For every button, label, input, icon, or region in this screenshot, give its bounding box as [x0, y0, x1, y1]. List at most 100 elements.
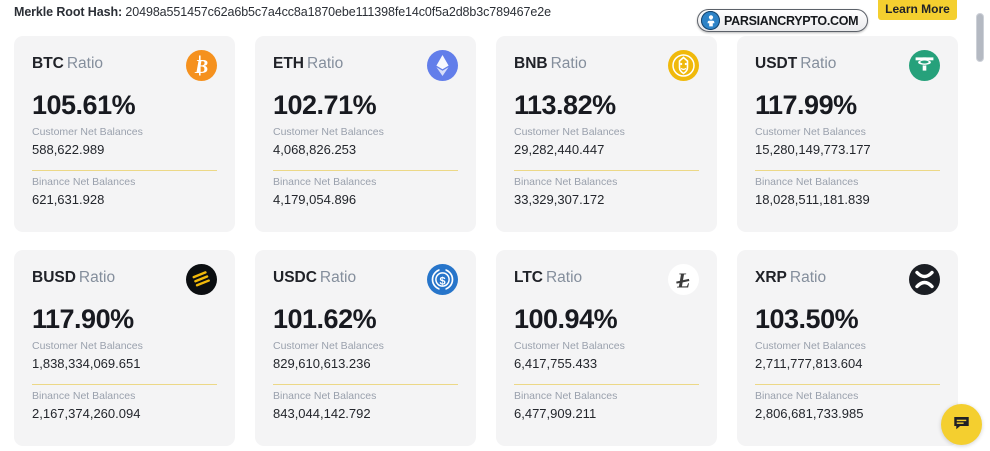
- reserve-ratio-card: BTC Ratio B 105.61% Customer Net Balances 588…: [14, 36, 235, 232]
- learn-more-button[interactable]: Learn More: [878, 0, 957, 20]
- customer-net-balances-value: 588,622.989: [32, 142, 105, 157]
- customer-net-balances-label: Customer Net Balances: [273, 126, 384, 138]
- reserve-ratio-card: BUSD Ratio 117.90% Customer Net Balances 1,8…: [14, 250, 235, 446]
- card-divider: [755, 170, 940, 171]
- card-header: USDT Ratio: [755, 50, 940, 81]
- binance-net-balances-label: Binance Net Balances: [273, 176, 377, 188]
- asset-title: LTC Ratio: [514, 269, 582, 287]
- reserve-ratio-card: BNB Ratio 113.82% Customer Net Balances 29,2…: [496, 36, 717, 232]
- customer-net-balances-value: 2,711,777,813.604: [755, 356, 863, 371]
- bnb-icon: [668, 50, 699, 81]
- binance-net-balances-value: 2,806,681,733.985: [755, 406, 864, 421]
- reserve-ratio-card: USDT Ratio 117.99% Customer Net Balances 15,…: [737, 36, 958, 232]
- asset-symbol: BNB: [514, 55, 548, 72]
- ratio-value: 113.82%: [514, 90, 616, 120]
- asset-title: ETH Ratio: [273, 55, 343, 73]
- card-divider: [32, 384, 217, 385]
- ratio-word: Ratio: [800, 55, 837, 72]
- binance-net-balances-value: 4,179,054.896: [273, 192, 357, 207]
- card-header: ETH Ratio: [273, 50, 458, 81]
- asset-symbol: USDT: [755, 55, 798, 72]
- ratio-value: 100.94%: [514, 304, 618, 334]
- ratio-word: Ratio: [545, 269, 583, 286]
- customer-net-balances-label: Customer Net Balances: [755, 126, 866, 138]
- binance-net-balances-label: Binance Net Balances: [32, 390, 136, 402]
- card-divider: [273, 384, 458, 385]
- customer-net-balances-value: 829,610,613.236: [273, 356, 371, 371]
- binance-net-balances-value: 18,028,511,181.839: [755, 192, 870, 207]
- tether-icon: [909, 50, 940, 81]
- customer-net-balances-label: Customer Net Balances: [755, 340, 866, 352]
- ratio-value: 117.90%: [32, 304, 134, 334]
- card-divider: [273, 170, 458, 171]
- binance-net-balances-value: 843,044,142.792: [273, 406, 371, 421]
- binance-net-balances-label: Binance Net Balances: [755, 176, 859, 188]
- chat-bubble-icon: [952, 414, 971, 436]
- asset-symbol: BUSD: [32, 269, 76, 286]
- reserve-ratio-card-grid: BTC Ratio B 105.61% Customer Net Balances 588…: [14, 36, 958, 446]
- asset-symbol: XRP: [755, 269, 787, 286]
- card-divider: [514, 384, 699, 385]
- ratio-value: 103.50%: [755, 304, 859, 334]
- asset-symbol: ETH: [273, 55, 304, 72]
- litecoin-icon: L: [668, 264, 699, 295]
- parsian-crypto-emblem-icon: [701, 11, 720, 30]
- site-logo[interactable]: PARSIANCRYPTO.COM: [697, 9, 869, 32]
- ratio-word: Ratio: [307, 55, 344, 72]
- binance-net-balances-value: 2,167,374,260.094: [32, 406, 141, 421]
- asset-symbol: USDC: [273, 269, 317, 286]
- card-divider: [755, 384, 940, 385]
- card-header: BNB Ratio: [514, 50, 699, 81]
- customer-net-balances-value: 1,838,334,069.651: [32, 356, 141, 371]
- merkle-root-hash: Merkle Root Hash: 20498a551457c62a6b5c7a…: [14, 5, 551, 19]
- binance-net-balances-label: Binance Net Balances: [514, 390, 618, 402]
- binance-net-balances-label: Binance Net Balances: [273, 390, 377, 402]
- merkle-root-hash-value: 20498a551457c62a6b5c7a4cc8a1870ebe111398…: [125, 5, 551, 19]
- ratio-value: 105.61%: [32, 90, 136, 120]
- scrollbar-track[interactable]: [974, 0, 988, 451]
- binance-net-balances-value: 33,329,307.172: [514, 192, 605, 207]
- ratio-word: Ratio: [66, 55, 104, 72]
- card-header: BTC Ratio B: [32, 50, 217, 81]
- vertical-scrollbar-thumb[interactable]: [976, 13, 984, 62]
- svg-text:$: $: [439, 275, 445, 287]
- customer-net-balances-label: Customer Net Balances: [32, 340, 143, 352]
- asset-title: BTC Ratio: [32, 55, 103, 73]
- ratio-value: 102.71%: [273, 90, 377, 120]
- merkle-root-hash-label: Merkle Root Hash:: [14, 5, 123, 19]
- reserve-ratio-card: ETH Ratio 102.71% Customer Net Balances 4,06…: [255, 36, 476, 232]
- ratio-value: 101.62%: [273, 304, 377, 334]
- page-header: Merkle Root Hash: 20498a551457c62a6b5c7a…: [0, 0, 990, 32]
- asset-symbol: BTC: [32, 55, 64, 72]
- card-header: XRP Ratio: [755, 264, 940, 295]
- binance-net-balances-label: Binance Net Balances: [32, 176, 136, 188]
- customer-net-balances-value: 6,417,755.433: [514, 356, 598, 371]
- chat-support-button[interactable]: [941, 404, 982, 445]
- asset-title: USDC Ratio: [273, 269, 356, 287]
- svg-text:B: B: [194, 56, 208, 78]
- customer-net-balances-label: Customer Net Balances: [32, 126, 143, 138]
- binance-net-balances-value: 6,477,909.211: [514, 406, 597, 421]
- customer-net-balances-label: Customer Net Balances: [273, 340, 384, 352]
- reserve-ratio-card: USDC Ratio $101.62% Customer Net Balances 82…: [255, 250, 476, 446]
- customer-net-balances-value: 15,280,149,773.177: [755, 142, 871, 157]
- customer-net-balances-label: Customer Net Balances: [514, 340, 625, 352]
- asset-title: BNB Ratio: [514, 55, 587, 73]
- card-header: USDC Ratio $: [273, 264, 458, 295]
- xrp-icon: [909, 264, 940, 295]
- card-divider: [32, 170, 217, 171]
- ratio-word: Ratio: [789, 269, 827, 286]
- ratio-value: 117.99%: [755, 90, 857, 120]
- busd-icon: [186, 264, 217, 295]
- binance-net-balances-label: Binance Net Balances: [514, 176, 618, 188]
- card-divider: [514, 170, 699, 171]
- customer-net-balances-label: Customer Net Balances: [514, 126, 625, 138]
- card-header: BUSD Ratio: [32, 264, 217, 295]
- asset-title: BUSD Ratio: [32, 269, 115, 287]
- usd-coin-icon: $: [427, 264, 458, 295]
- binance-net-balances-label: Binance Net Balances: [755, 390, 859, 402]
- bitcoin-icon: B: [186, 50, 217, 81]
- binance-net-balances-value: 621,631.928: [32, 192, 105, 207]
- site-logo-text: PARSIANCRYPTO.COM: [724, 13, 859, 28]
